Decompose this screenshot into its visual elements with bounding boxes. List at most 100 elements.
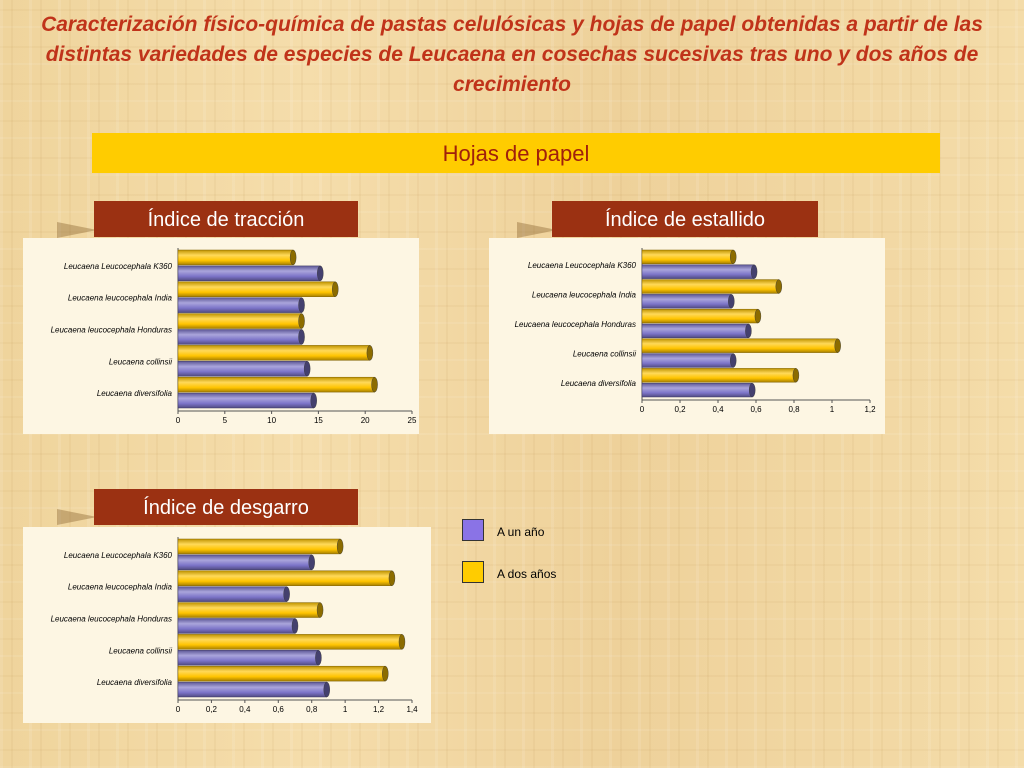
bar-two-years [177,665,386,682]
bar-two-years-cap [371,376,378,393]
bar-two-years [177,634,403,650]
bar-one-year-cap [315,650,322,666]
x-tick-label: 20 [361,416,370,425]
chart-panel-desgarro: 0 0,2 0,4 0,6 0,8 1 1,2 1,4 Leucaena Leucocephal… [23,527,431,723]
tab-shadow [57,509,97,525]
bar-two-years [641,249,734,265]
x-tick-label: 0 [640,405,645,414]
bar-two-years-cap [366,345,374,361]
bar-two-years-cap [382,665,389,682]
legend-label: A dos años [497,567,557,581]
chart-traccion: 0 5 10 15 20 25 Leucaena Leucocephala K360 Leuc… [51,248,417,425]
category-label: Leucaena leucocephala India [532,290,637,299]
bar-one-year [177,392,314,409]
bar-two-years [177,570,393,586]
bar-one-year [177,265,321,282]
category-label: Leucaena Leucocephala K360 [528,261,637,270]
bar-one-year [177,361,308,377]
bar-one-year-cap [750,264,758,279]
x-tick-label: 0,4 [239,705,251,714]
x-tick-label: 1 [830,405,835,414]
bar-one-year-cap [291,618,299,634]
category-label: Leucaena leucocephala Honduras [51,326,172,335]
bar-one-year-cap [323,681,330,698]
category-label: Leucaena leucocephala India [68,294,173,303]
bar-one-year [177,681,328,698]
x-tick-label: 15 [314,416,323,425]
category-label: Leucaena diversifolia [561,379,637,388]
bar-two-years [641,279,780,294]
x-tick-label: 0,4 [712,405,724,414]
category-label: Leucaena leucocephala Honduras [51,615,172,624]
bar-one-year-cap [745,323,752,339]
tab-shadow [517,222,557,238]
bar-two-years-cap [754,308,762,324]
bar-one-year-cap [298,297,305,313]
chart-title-traccion: Índice de tracción [94,201,358,237]
chart-title-desgarro: Índice de desgarro [94,489,358,525]
bar-one-year-cap [749,383,756,398]
bar-one-year [177,297,302,313]
legend-swatch-one-year [462,519,484,541]
bar-two-years-cap [298,313,305,329]
legend-swatch-two-years [462,561,484,583]
bar-two-years-cap [775,279,782,294]
bar-two-years [177,249,294,266]
x-tick-label: 0 [176,705,181,714]
chart-legend: A un año A dos años [462,519,622,589]
bar-two-years-cap [388,570,396,586]
bar-two-years [641,368,797,383]
chart-estallido: 0 0,2 0,4 0,6 0,8 1 1,2 Leucaena Leucocephala K… [515,248,876,414]
bar-one-year [641,323,749,339]
bar-one-year-cap [317,265,324,281]
bar-one-year [177,586,287,602]
bar-two-years-cap [289,249,297,266]
category-label: Leucaena collinsii [109,357,172,366]
bar-two-years [641,308,759,324]
category-label: Leucaena leucocephala India [68,583,173,592]
bar-two-years [177,281,336,297]
bar-one-year [177,650,319,666]
x-tick-label: 5 [223,416,228,425]
chart-panel-estallido: 0 0,2 0,4 0,6 0,8 1 1,2 Leucaena Leucocephala K… [489,238,885,434]
x-tick-label: 0,8 [306,705,318,714]
x-tick-label: 0,8 [788,405,800,414]
bar-one-year-cap [310,392,317,409]
category-label: Leucaena Leucocephala K360 [64,262,173,271]
chart-desgarro: 0 0,2 0,4 0,6 0,8 1 1,2 1,4 Leucaena Leucocephal… [51,537,418,714]
bar-two-years-cap [792,368,800,383]
bar-two-years [177,538,341,555]
x-tick-label: 10 [267,416,276,425]
x-tick-label: 1 [343,705,348,714]
x-tick-label: 0,6 [750,405,762,414]
bar-two-years-cap [336,538,344,555]
bar-two-years [641,338,838,353]
bar-one-year-cap [298,329,305,345]
bar-one-year [641,382,753,398]
category-label: Leucaena collinsii [109,646,172,655]
category-label: Leucaena Leucocephala K360 [64,551,173,560]
bar-one-year [641,294,732,309]
category-label: Leucaena leucocephala Honduras [515,320,636,329]
x-tick-label: 0,2 [674,405,686,414]
bar-two-years [177,602,321,618]
x-tick-label: 0,6 [273,705,285,714]
bar-one-year [641,353,734,368]
tab-shadow [57,222,97,238]
bar-one-year [177,618,296,634]
bar-two-years [177,345,371,361]
chart-title-estallido: Índice de estallido [552,201,818,237]
bar-two-years-cap [332,281,339,297]
x-tick-label: 25 [408,416,417,425]
bar-two-years [177,313,302,329]
bar-two-years [177,376,375,393]
bar-one-year [641,264,755,279]
legend-label: A un año [497,525,545,539]
category-label: Leucaena diversifolia [97,389,173,398]
slide-title: Caracterización físico-química de pastas… [41,13,983,96]
bar-two-years-cap [316,602,324,618]
bar-two-years-cap [729,249,737,265]
x-tick-label: 1,4 [406,705,418,714]
bar-two-years-cap [398,634,406,650]
x-tick-label: 0 [176,416,181,425]
